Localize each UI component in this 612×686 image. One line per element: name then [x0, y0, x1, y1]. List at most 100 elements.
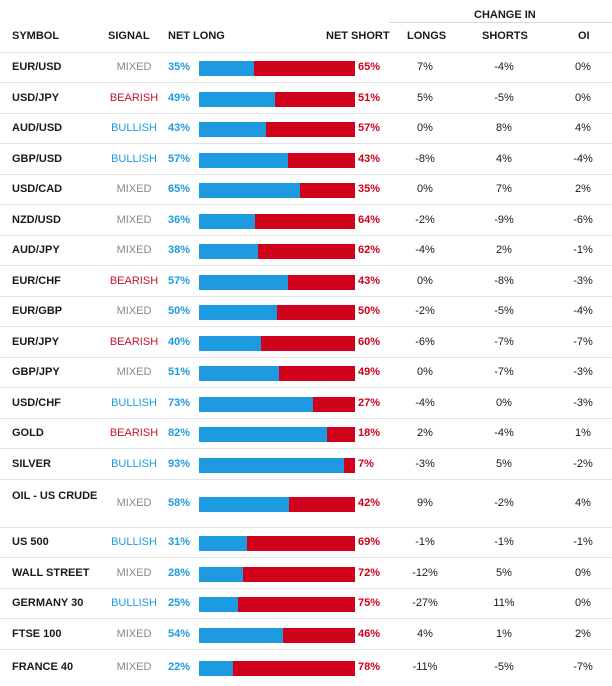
- table-row[interactable]: GOLD BEARISH 82% 18% 2% -4% 1%: [0, 418, 612, 449]
- net-short-bar-fill: [312, 397, 355, 412]
- table-row[interactable]: GBP/USD BULLISH 57% 43% -8% 4% -4%: [0, 143, 612, 175]
- symbol-cell[interactable]: GBP/USD: [12, 153, 63, 165]
- sentiment-bar: [199, 628, 355, 643]
- table-row[interactable]: AUD/USD BULLISH 43% 57% 0% 8% 4%: [0, 113, 612, 144]
- oi-change-cell: -3%: [573, 366, 593, 378]
- table-row[interactable]: GBP/JPY MIXED 51% 49% 0% -7% -3%: [0, 357, 612, 388]
- net-short-value: 7%: [358, 458, 374, 470]
- symbol-cell[interactable]: US 500: [12, 536, 49, 548]
- table-row[interactable]: USD/JPY BEARISH 49% 51% 5% -5% 0%: [0, 82, 612, 114]
- sentiment-bar: [199, 214, 355, 229]
- net-short-value: 49%: [358, 366, 381, 378]
- signal-cell: MIXED: [116, 567, 152, 579]
- signal-cell: MIXED: [116, 305, 152, 317]
- net-short-value: 43%: [358, 153, 381, 165]
- table-row[interactable]: GERMANY 30 BULLISH 25% 75% -27% 11% 0%: [0, 588, 612, 619]
- net-short-bar-fill: [266, 122, 355, 137]
- symbol-cell[interactable]: EUR/CHF: [12, 275, 61, 287]
- net-short-value: 72%: [358, 567, 381, 579]
- signal-cell: MIXED: [116, 366, 152, 378]
- net-short-value: 69%: [358, 536, 381, 548]
- table-row[interactable]: EUR/CHF BEARISH 57% 43% 0% -8% -3%: [0, 265, 612, 297]
- shorts-change-cell: -4%: [494, 427, 514, 439]
- sentiment-bar: [199, 153, 355, 168]
- net-long-value: 40%: [168, 336, 191, 348]
- longs-change-cell: 9%: [417, 497, 433, 509]
- net-short-bar-fill: [287, 275, 355, 290]
- net-long-bar-fill: [199, 427, 327, 442]
- symbol-cell[interactable]: GBP/JPY: [12, 366, 60, 378]
- table-row[interactable]: EUR/USD MIXED 35% 65% 7% -4% 0%: [0, 52, 612, 83]
- net-short-bar-fill: [261, 336, 355, 351]
- oi-change-cell: -1%: [573, 536, 593, 548]
- net-long-value: 51%: [168, 366, 191, 378]
- table-row[interactable]: AUD/JPY MIXED 38% 62% -4% 2% -1%: [0, 235, 612, 266]
- net-short-header: NET SHORT: [326, 30, 390, 42]
- shorts-change-cell: -5%: [494, 305, 514, 317]
- table-row[interactable]: USD/CAD MIXED 65% 35% 0% 7% 2%: [0, 174, 612, 205]
- table-row[interactable]: FRANCE 40 MIXED 22% 78% -11% -5% -7%: [0, 649, 612, 686]
- net-short-bar-fill: [300, 183, 355, 198]
- symbol-cell[interactable]: FTSE 100: [12, 628, 62, 640]
- shorts-change-cell: 1%: [496, 628, 512, 640]
- table-row[interactable]: EUR/GBP MIXED 50% 50% -2% -5% -4%: [0, 296, 612, 327]
- sentiment-bar: [199, 366, 355, 381]
- symbol-cell[interactable]: AUD/USD: [12, 122, 63, 134]
- oi-change-cell: -6%: [573, 214, 593, 226]
- symbol-cell[interactable]: EUR/GBP: [12, 305, 63, 317]
- oi-change-cell: -4%: [573, 305, 593, 317]
- signal-cell: BULLISH: [111, 536, 157, 548]
- symbol-cell[interactable]: AUD/JPY: [12, 244, 60, 256]
- symbol-cell[interactable]: SILVER: [12, 458, 51, 470]
- table-row[interactable]: EUR/JPY BEARISH 40% 60% -6% -7% -7%: [0, 326, 612, 358]
- longs-change-cell: -2%: [415, 305, 435, 317]
- net-long-value: 73%: [168, 397, 191, 409]
- table-row[interactable]: OIL - US CRUDE MIXED 58% 42% 9% -2% 4%: [0, 479, 612, 528]
- net-short-value: 75%: [358, 597, 381, 609]
- signal-header: SIGNAL: [108, 30, 150, 42]
- net-short-bar-fill: [283, 628, 355, 643]
- shorts-change-cell: 2%: [496, 244, 512, 256]
- symbol-cell[interactable]: FRANCE 40: [12, 661, 74, 673]
- oi-change-cell: -2%: [573, 458, 593, 470]
- symbol-cell[interactable]: USD/JPY: [12, 92, 60, 104]
- net-long-bar-fill: [199, 92, 276, 107]
- symbol-cell[interactable]: USD/CHF: [12, 397, 61, 409]
- symbol-cell[interactable]: NZD/USD: [12, 214, 61, 226]
- net-long-header: NET LONG: [168, 30, 225, 42]
- table-row[interactable]: US 500 BULLISH 31% 69% -1% -1% -1%: [0, 527, 612, 558]
- symbol-cell[interactable]: GERMANY 30: [12, 597, 84, 609]
- sentiment-bar: [199, 397, 355, 412]
- symbol-cell[interactable]: EUR/JPY: [12, 336, 60, 348]
- net-long-value: 36%: [168, 214, 191, 226]
- symbol-cell[interactable]: OIL - US CRUDE: [12, 490, 98, 502]
- table-row[interactable]: FTSE 100 MIXED 54% 46% 4% 1% 2%: [0, 618, 612, 650]
- net-short-value: 27%: [358, 397, 381, 409]
- net-short-value: 35%: [358, 183, 381, 195]
- signal-cell: BULLISH: [111, 458, 157, 470]
- longs-change-cell: 0%: [417, 183, 433, 195]
- net-long-value: 58%: [168, 497, 191, 509]
- sentiment-bar: [199, 92, 355, 107]
- table-row[interactable]: SILVER BULLISH 93% 7% -3% 5% -2%: [0, 448, 612, 480]
- net-long-bar-fill: [199, 597, 238, 612]
- oi-change-cell: 2%: [575, 183, 591, 195]
- net-short-bar-fill: [278, 366, 355, 381]
- longs-change-cell: -2%: [415, 214, 435, 226]
- symbol-cell[interactable]: EUR/USD: [12, 61, 62, 73]
- shorts-change-cell: 8%: [496, 122, 512, 134]
- signal-cell: MIXED: [116, 183, 152, 195]
- net-short-value: 62%: [358, 244, 381, 256]
- table-row[interactable]: WALL STREET MIXED 28% 72% -12% 5% 0%: [0, 557, 612, 589]
- net-long-bar-fill: [199, 497, 290, 512]
- symbol-cell[interactable]: GOLD: [12, 427, 44, 439]
- longs-change-cell: -11%: [412, 661, 438, 673]
- net-short-bar-fill: [253, 61, 355, 76]
- net-short-bar-fill: [255, 214, 355, 229]
- net-long-value: 31%: [168, 536, 191, 548]
- table-row[interactable]: NZD/USD MIXED 36% 64% -2% -9% -6%: [0, 204, 612, 236]
- net-short-bar-fill: [289, 497, 355, 512]
- symbol-cell[interactable]: USD/CAD: [12, 183, 63, 195]
- symbol-cell[interactable]: WALL STREET: [12, 567, 90, 579]
- table-row[interactable]: USD/CHF BULLISH 73% 27% -4% 0% -3%: [0, 387, 612, 419]
